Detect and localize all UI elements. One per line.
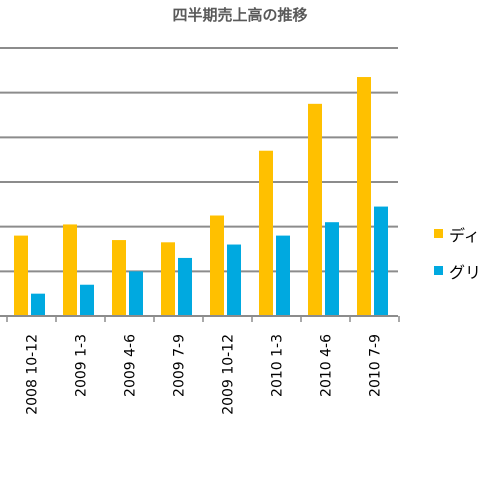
bar-series2 (80, 284, 94, 316)
legend-swatch (434, 229, 443, 238)
x-tick-label: 2008 10-12 (25, 334, 41, 415)
x-tick-label: 2009 1-3 (74, 334, 90, 397)
bar-series1 (259, 150, 273, 316)
bar-series1 (210, 215, 224, 316)
bar-series2 (227, 244, 241, 316)
bar-series2 (276, 235, 290, 316)
bar-series2 (325, 222, 339, 316)
bar-series2 (129, 271, 143, 316)
bar-series2 (178, 257, 192, 316)
bar-series1 (161, 242, 175, 316)
x-tick-label: 2010 1-3 (270, 334, 286, 397)
legend-label: グリ (449, 263, 480, 282)
legend-label: ディ (449, 226, 480, 245)
bar-series1 (14, 235, 28, 316)
x-tick-label: 2010 7-9 (368, 334, 384, 397)
bar-series1 (63, 224, 77, 316)
bar-series1 (308, 103, 322, 316)
legend-swatch (434, 266, 443, 275)
x-tick-label: 2009 4-6 (123, 334, 139, 397)
bar-series2 (31, 293, 45, 316)
x-tick-label: 2009 10-12 (221, 334, 237, 415)
chart-title: 四半期売上高の推移 (172, 6, 308, 24)
bar-series1 (357, 77, 371, 317)
bar-series2 (374, 206, 388, 316)
x-tick-label: 2010 4-6 (319, 334, 335, 397)
bar-series1 (112, 240, 126, 316)
x-tick-label: 2009 7-9 (172, 334, 188, 397)
